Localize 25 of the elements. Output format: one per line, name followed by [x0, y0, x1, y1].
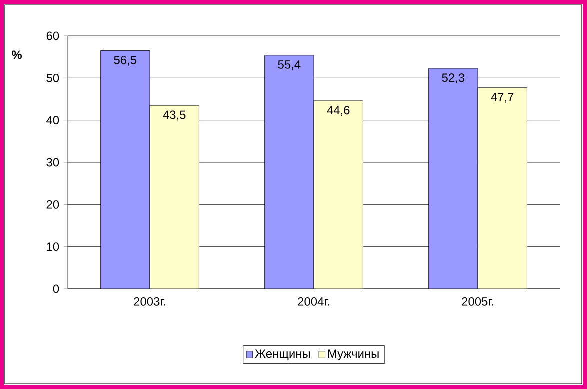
y-tick-label: 30: [46, 158, 60, 167]
y-tick-label: 50: [46, 74, 60, 82]
x-tick-label: 2005г.: [462, 297, 494, 306]
y-tick-label: 10: [47, 242, 60, 252]
bar: [264, 55, 314, 289]
bar: [100, 50, 150, 289]
data-label: 56,5: [114, 56, 137, 66]
legend-label: Мужчины: [328, 350, 379, 360]
data-label: 52,3: [442, 74, 465, 84]
bar: [314, 100, 364, 289]
y-axis-title: %: [12, 50, 22, 60]
bar: [478, 88, 528, 289]
y-tick-label: 20: [46, 200, 60, 209]
legend-label: Женщины: [255, 350, 310, 360]
bar: [428, 68, 478, 289]
data-label: 47,7: [491, 93, 514, 103]
y-tick-label: 60: [46, 32, 60, 40]
x-tick-label: 2004г.: [298, 297, 330, 306]
data-label: 44,6: [327, 106, 350, 116]
bar: [150, 105, 200, 289]
data-label: 55,4: [278, 60, 301, 70]
x-tick-label: 2003г.: [134, 297, 166, 306]
data-label: 43,5: [163, 110, 186, 121]
y-tick-label: 0: [53, 284, 60, 294]
y-tick-label: 40: [46, 116, 60, 125]
